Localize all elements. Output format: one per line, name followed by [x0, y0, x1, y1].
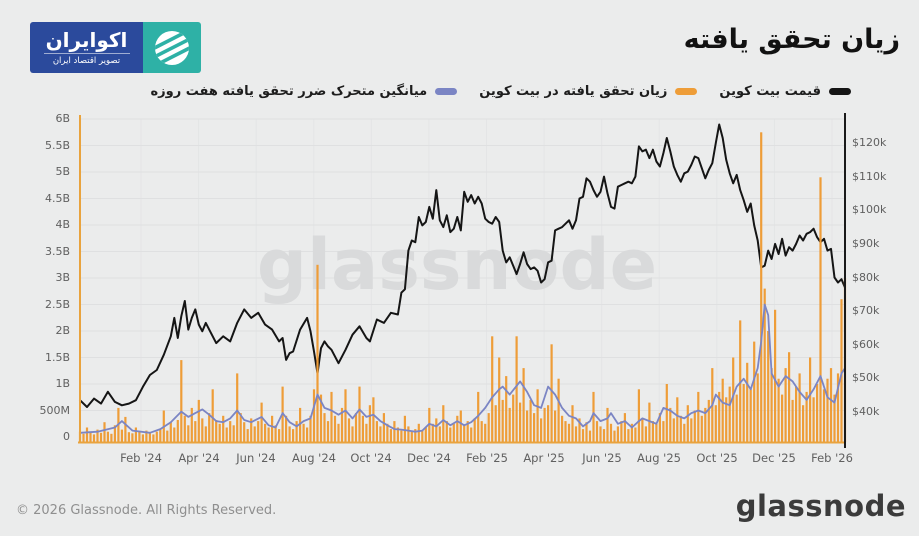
y-axis-left-label: 5.5B: [44, 139, 70, 152]
y-axis-right-label: $110k: [852, 170, 887, 183]
y-axis-left-label: 3B: [55, 271, 70, 284]
y-axis-left-label: 4B: [55, 218, 70, 231]
realized-loss-swatch: [675, 88, 698, 95]
ecoiran-logo-tagline: تصویر اقتصاد ایران: [52, 56, 121, 66]
striped-globe-icon: [155, 30, 189, 65]
y-axis-right-label: $40k: [852, 405, 880, 418]
x-axis-label: Dec '25: [752, 451, 796, 465]
legend-item-realized-loss[interactable]: زیان تحقق یافته در بیت کوین: [479, 84, 698, 99]
legend-label: زیان تحقق یافته در بیت کوین: [479, 84, 668, 99]
x-axis-label: Dec '24: [407, 451, 451, 465]
legend-label: قیمت بیت کوین: [719, 84, 821, 99]
x-axis-label: Oct '24: [350, 451, 392, 465]
y-axis-left-label: 500M: [39, 404, 71, 417]
x-axis-label: Aug '24: [292, 451, 336, 465]
x-axis-label: Apr '24: [178, 451, 220, 465]
logo-divider: [43, 53, 130, 54]
x-axis-label: Apr '25: [523, 451, 565, 465]
y-axis-left-label: 2B: [55, 324, 70, 337]
y-axis-right-label: $50k: [852, 371, 880, 384]
y-axis-right-label: $90k: [852, 237, 880, 250]
y-axis-left-label: 5B: [55, 165, 70, 178]
x-axis-label: Jun '25: [582, 451, 622, 465]
x-axis-label: Oct '25: [696, 451, 738, 465]
svg-text:glassnode: glassnode: [257, 224, 657, 306]
loss-7d-ma-swatch: [435, 88, 458, 95]
legend-item-loss-7d-ma[interactable]: میانگین متحرک ضرر تحقق یافته هفت روزه: [150, 84, 458, 99]
x-axis-label: Jun '24: [236, 451, 276, 465]
y-axis-left-label: 2.5B: [44, 298, 70, 311]
y-axis-left-label: 3.5B: [44, 245, 70, 258]
y-axis-left-label: 1.5B: [44, 351, 70, 364]
glassnode-wordmark: glassnode: [735, 489, 906, 523]
legend-item-btc-price[interactable]: قیمت بیت کوین: [719, 84, 851, 99]
y-axis-left-label: 6B: [55, 112, 70, 125]
ecoiran-logo-text-box: اکوایران تصویر اقتصاد ایران: [30, 22, 143, 73]
y-axis-right-label: $80k: [852, 271, 880, 284]
y-axis-left-label: 0: [63, 430, 70, 443]
y-axis-right-label: $100k: [852, 203, 887, 216]
x-axis-label: Feb '24: [120, 451, 162, 465]
y-axis-left-label: 1B: [55, 377, 70, 390]
y-axis-right-label: $60k: [852, 338, 880, 351]
x-axis-label: Feb '25: [466, 451, 508, 465]
y-axis-left-label: 4.5B: [44, 192, 70, 205]
legend-label: میانگین متحرک ضرر تحقق یافته هفت روزه: [150, 84, 428, 99]
y-axis-right-label: $120k: [852, 136, 887, 149]
chart-legend: قیمت بیت کوین زیان تحقق یافته در بیت کوی…: [150, 84, 851, 99]
ecoiran-logo-icon-box: [143, 22, 201, 73]
btc-price-swatch: [829, 88, 851, 95]
ecoiran-logo-name: اکوایران: [45, 28, 128, 52]
y-axis-right-label: $70k: [852, 304, 880, 317]
x-axis-label: Feb '26: [811, 451, 853, 465]
page-title: زیان تحقق یافته: [683, 24, 900, 55]
ecoiran-logo: اکوایران تصویر اقتصاد ایران: [30, 22, 201, 73]
copyright-text: © 2026 Glassnode. All Rights Reserved.: [16, 503, 277, 518]
x-axis-label: Aug '25: [637, 451, 681, 465]
